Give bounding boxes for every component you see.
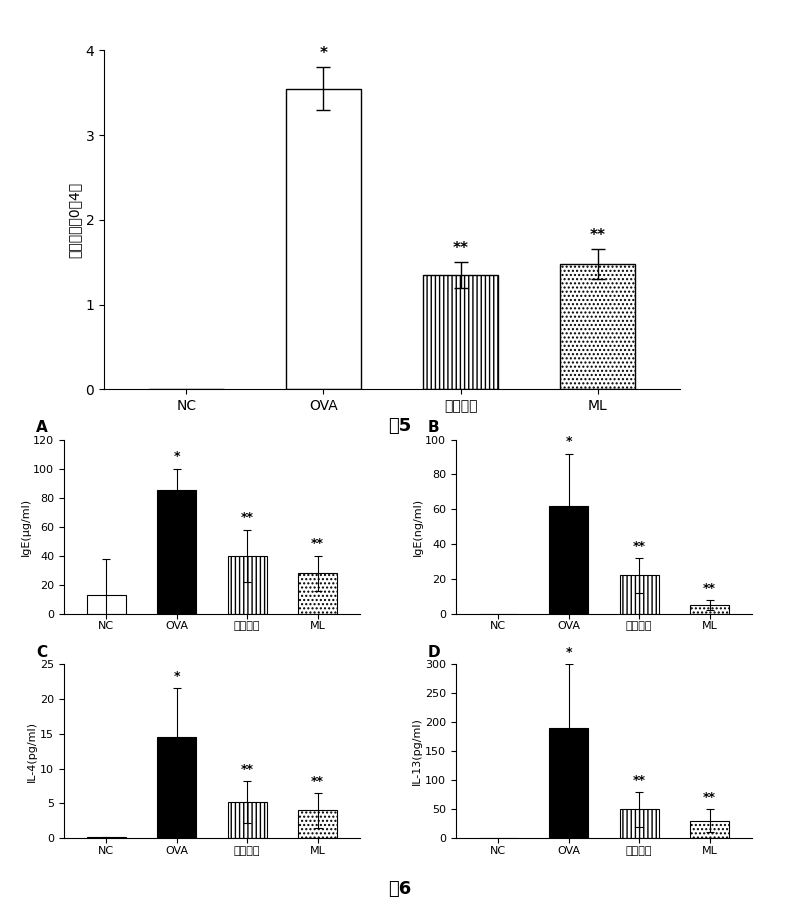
Bar <box>560 264 635 389</box>
Bar <box>158 490 196 614</box>
Text: **: ** <box>703 582 716 594</box>
Text: 图5: 图5 <box>388 417 412 435</box>
Text: **: ** <box>633 540 646 552</box>
Text: **: ** <box>703 791 716 804</box>
Y-axis label: IgE(μg/ml): IgE(μg/ml) <box>20 497 30 556</box>
Text: **: ** <box>590 228 606 243</box>
Text: **: ** <box>311 538 324 551</box>
Text: *: * <box>174 671 180 683</box>
Bar <box>620 575 658 614</box>
Bar <box>550 728 588 838</box>
Text: B: B <box>428 420 440 435</box>
Bar <box>550 506 588 614</box>
Bar <box>298 811 337 838</box>
Text: **: ** <box>633 773 646 787</box>
Bar <box>158 737 196 838</box>
Bar <box>286 89 361 389</box>
Text: *: * <box>319 47 327 61</box>
Text: D: D <box>428 645 441 660</box>
Text: **: ** <box>241 763 254 776</box>
Text: **: ** <box>311 775 324 788</box>
Bar <box>423 275 498 389</box>
Y-axis label: IL-13(pg/ml): IL-13(pg/ml) <box>412 717 422 785</box>
Text: 图6: 图6 <box>388 879 412 898</box>
Text: *: * <box>566 435 572 449</box>
Text: A: A <box>36 420 48 435</box>
Y-axis label: IgE(ng/ml): IgE(ng/ml) <box>413 497 422 556</box>
Bar <box>690 605 729 614</box>
Bar <box>228 802 266 838</box>
Text: *: * <box>566 646 572 659</box>
Bar <box>690 821 729 838</box>
Text: **: ** <box>241 511 254 524</box>
Bar <box>87 594 126 614</box>
Y-axis label: IL-4(pg/ml): IL-4(pg/ml) <box>27 721 38 781</box>
Text: *: * <box>174 451 180 463</box>
Text: C: C <box>36 645 47 660</box>
Bar <box>620 809 658 838</box>
Bar <box>228 556 266 614</box>
Bar <box>298 573 337 614</box>
Y-axis label: 粘液评分（0～4）: 粘液评分（0～4） <box>67 181 82 258</box>
Text: **: ** <box>453 241 469 256</box>
